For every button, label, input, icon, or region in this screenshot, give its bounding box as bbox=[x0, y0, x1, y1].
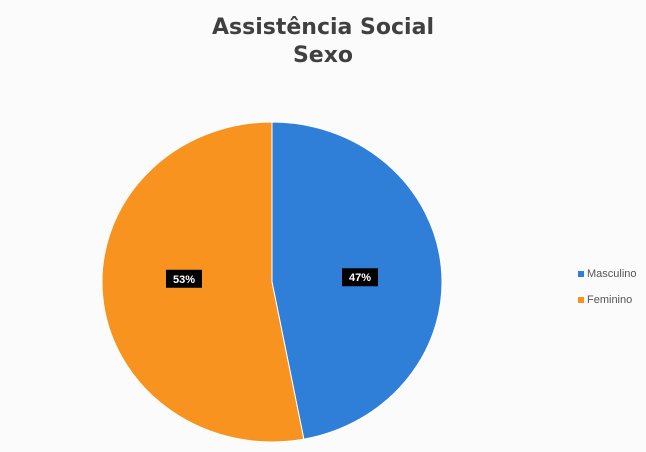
pie-slice-feminino bbox=[101, 121, 305, 443]
data-label-masculino: 47% bbox=[342, 268, 379, 287]
chart-legend: Masculino Feminino bbox=[578, 261, 637, 313]
data-label-feminino: 53% bbox=[165, 269, 202, 288]
data-label-text: 53% bbox=[173, 274, 195, 286]
chart-subtitle: Sexo bbox=[292, 43, 354, 68]
legend-swatch-masculino bbox=[578, 271, 584, 277]
data-label-bg bbox=[342, 268, 379, 287]
data-label-bg bbox=[165, 269, 202, 288]
legend-label-masculino: Masculino bbox=[587, 268, 637, 280]
legend-item-masculino: Masculino bbox=[578, 261, 637, 287]
legend-label-feminino: Feminino bbox=[587, 294, 633, 306]
legend-swatch-feminino bbox=[578, 297, 584, 303]
chart-title-block: Assistência Social Sexo bbox=[0, 14, 646, 70]
data-label-text: 47% bbox=[349, 272, 371, 284]
legend-item-feminino: Feminino bbox=[578, 287, 637, 313]
chart-title: Assistência Social bbox=[212, 15, 434, 40]
